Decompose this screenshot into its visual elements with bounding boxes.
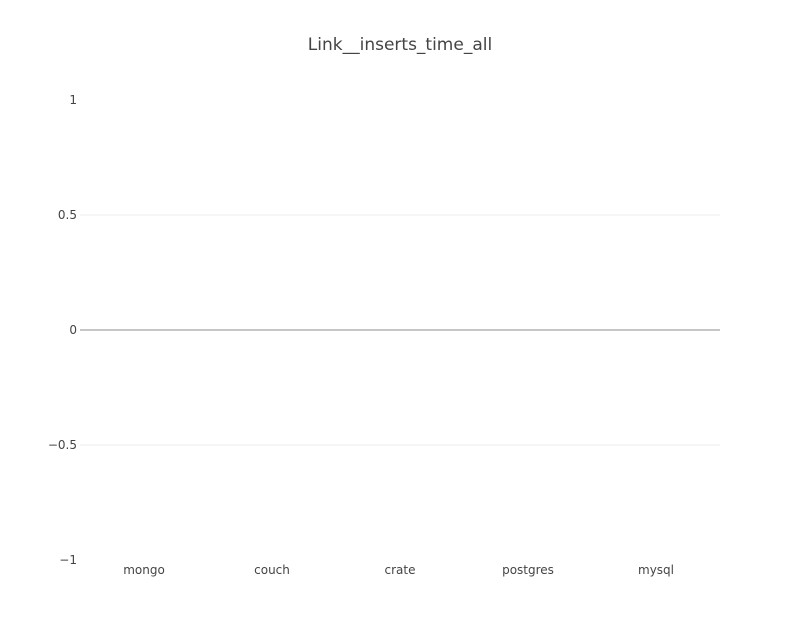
y-axis: 1 0.5 0 −0.5 −1 [48,93,77,567]
x-tick-label: mysql [638,563,674,577]
y-tick-label: 0.5 [58,208,77,222]
x-tick-label: crate [385,563,416,577]
y-tick-label: 0 [69,323,77,337]
y-tick-label: 1 [69,93,77,107]
grid-layer [80,214,720,446]
x-tick-label: mongo [123,563,165,577]
x-tick-label: postgres [502,563,554,577]
chart-title: Link__inserts_time_all [308,35,492,55]
x-tick-label: couch [254,563,290,577]
y-tick-label: −0.5 [48,438,77,452]
x-axis: mongo couch crate postgres mysql [123,563,674,577]
y-tick-label: −1 [59,553,77,567]
